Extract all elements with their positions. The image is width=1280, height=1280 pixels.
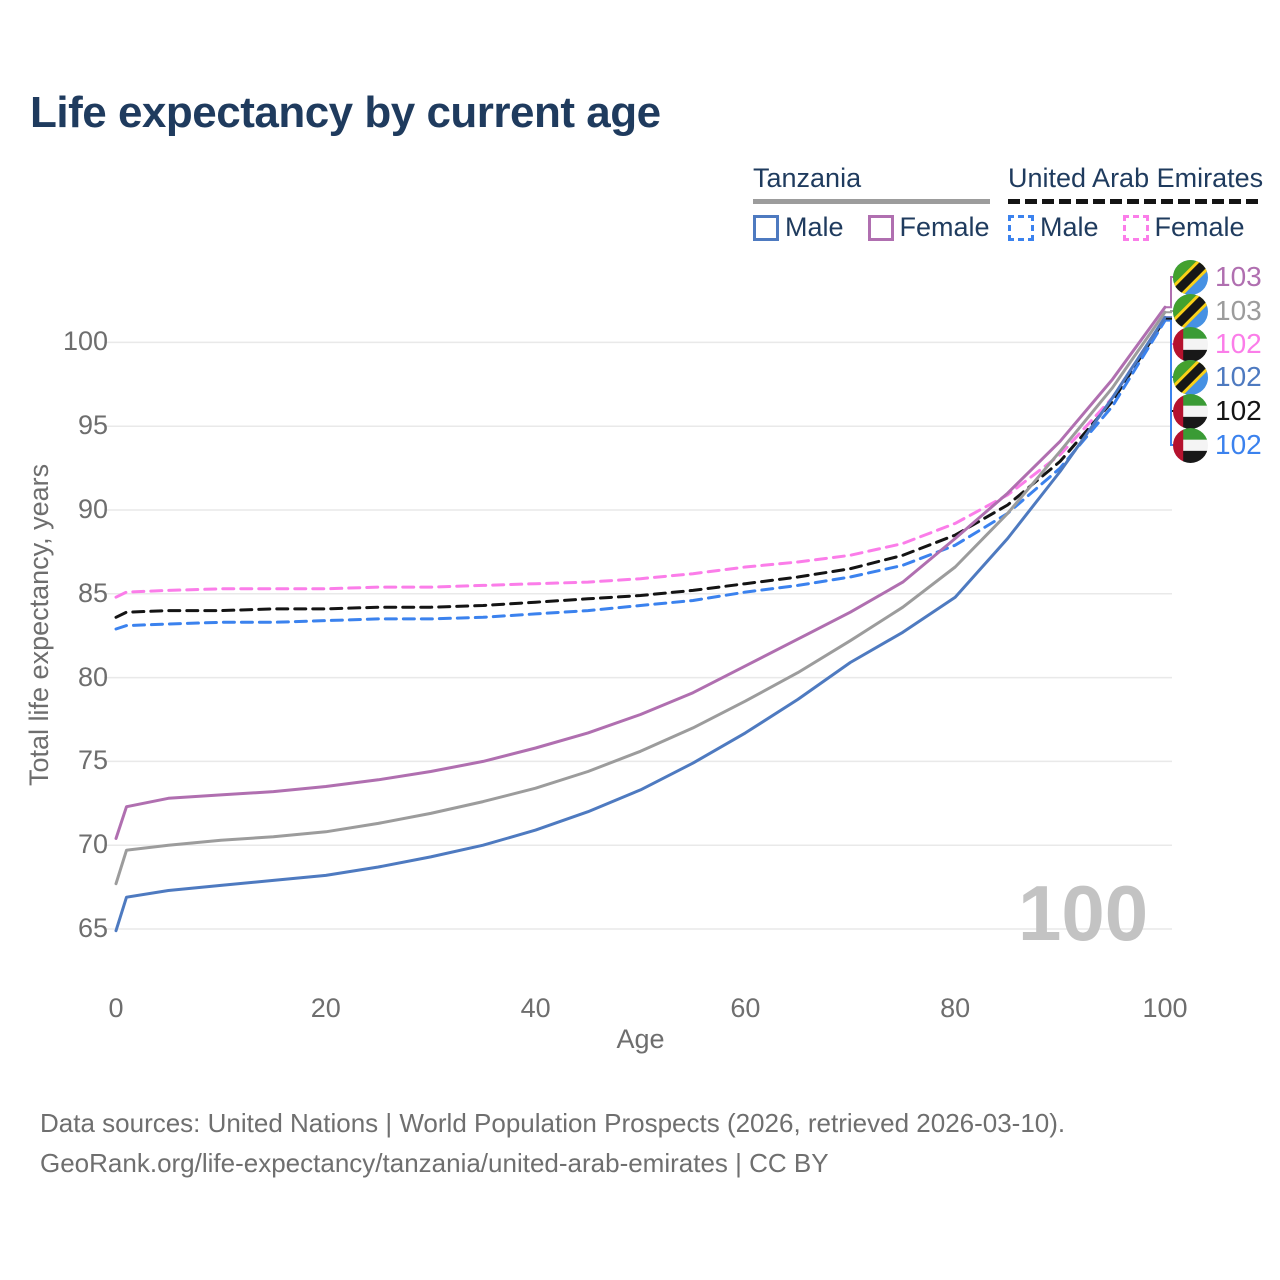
legend-items-uae: Male Female (1008, 212, 1263, 243)
flag-icon-uae (1173, 326, 1208, 362)
age-watermark: 100 (1018, 869, 1149, 957)
flag-icon-uae (1173, 393, 1208, 429)
end-label-value: 102 (1215, 328, 1262, 359)
y-tick-label: 65 (77, 913, 108, 943)
legend-underline-uae (1008, 199, 1264, 204)
y-tick-label: 100 (62, 326, 108, 357)
x-tick-label: 0 (108, 993, 124, 1023)
y-tick-label: 85 (77, 577, 108, 608)
end-label-row: 102 (1173, 393, 1262, 429)
y-tick-label: 75 (77, 745, 108, 776)
series-line-united-arab-emirates-female (114, 315, 1167, 599)
x-tick-label: 40 (520, 993, 551, 1023)
footer-data-sources: Data sources: United Nations | World Pop… (40, 1108, 1066, 1138)
x-tick-label: 60 (730, 993, 761, 1023)
x-tick-label: 20 (310, 993, 341, 1023)
legend-item-uae-male[interactable]: Male (1008, 212, 1099, 243)
tanzania-female-swatch-icon (867, 214, 894, 241)
tanzania-male-swatch-icon (753, 214, 779, 241)
legend-group-tanzania: Tanzania Male Female (753, 163, 990, 243)
x-tick-label: 100 (1142, 993, 1188, 1023)
flag-icon-uae (1173, 427, 1208, 463)
end-label-row: 102 (1173, 326, 1262, 362)
legend-item-label: Female (1154, 212, 1245, 242)
legend-item-label: Male (785, 212, 844, 242)
y-axis-title: Total life expectancy, years (24, 463, 54, 787)
legend-item-label: Male (1040, 212, 1099, 242)
legend-title-tanzania: Tanzania (753, 163, 862, 193)
series-line-tanzania-all (114, 310, 1167, 886)
legend-items-tanzania: Male Female (753, 212, 990, 243)
legend-item-uae-female[interactable]: Female (1122, 212, 1245, 243)
end-label-row: 103 (1173, 293, 1262, 329)
x-tick-label: 80 (940, 993, 971, 1023)
end-label-row: 102 (1173, 427, 1262, 463)
end-label-value: 103 (1215, 261, 1262, 292)
y-tick-label: 80 (77, 661, 108, 692)
end-label-value: 103 (1215, 295, 1262, 326)
flag-icon-tanzania (1173, 293, 1208, 329)
series-line-tanzania-male (114, 315, 1167, 933)
series-line-united-arab-emirates-male (114, 319, 1167, 631)
y-tick-label: 90 (77, 494, 108, 524)
legend-item-label: Female (899, 212, 990, 242)
end-label-row: 103 (1173, 259, 1262, 295)
end-label-value: 102 (1215, 395, 1262, 426)
x-axis-title: Age (616, 1024, 665, 1054)
y-tick-label: 95 (77, 410, 108, 441)
legend-group-uae: United Arab Emirates Male Female (1008, 163, 1264, 243)
y-tick-label: 70 (77, 829, 108, 860)
legend-item-tanzania-male[interactable]: Male (753, 212, 844, 243)
end-label-row: 102 (1173, 359, 1262, 395)
flag-icon-tanzania (1173, 359, 1208, 395)
flag-icon-tanzania (1173, 259, 1208, 295)
line-chart-canvas (104, 276, 1176, 933)
uae-male-swatch-icon (1008, 214, 1034, 241)
series-line-united-arab-emirates-all (114, 317, 1167, 619)
footer-attribution: GeoRank.org/life-expectancy/tanzania/uni… (40, 1148, 829, 1178)
legend-underline-tanzania (753, 199, 990, 204)
page-title: Life expectancy by current age (30, 88, 661, 137)
end-label-value: 102 (1215, 361, 1262, 392)
end-label-value: 102 (1215, 429, 1262, 460)
legend-title-uae: United Arab Emirates (1008, 163, 1264, 193)
series-line-tanzania-female (114, 305, 1167, 840)
legend-item-tanzania-female[interactable]: Female (867, 212, 990, 243)
uae-female-swatch-icon (1122, 214, 1149, 241)
